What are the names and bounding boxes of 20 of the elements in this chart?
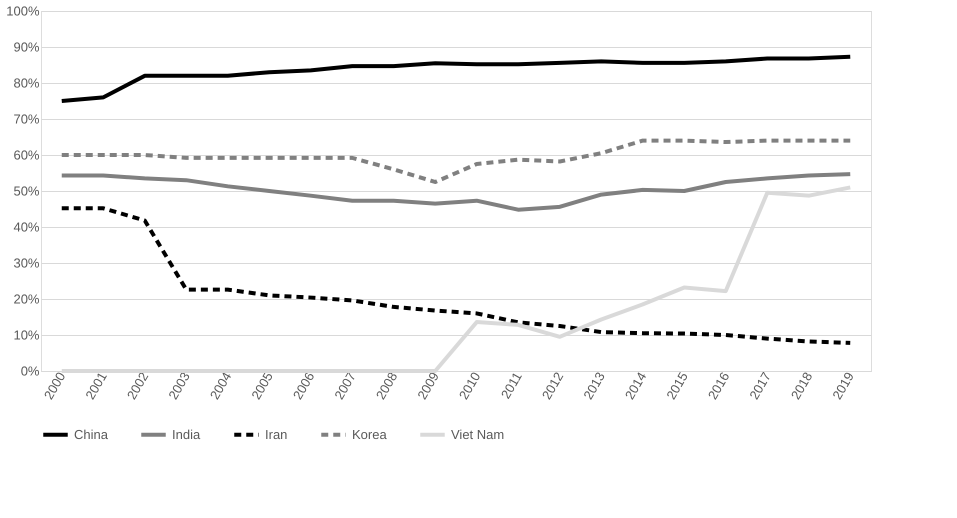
- line-series: [60, 206, 852, 345]
- y-tick-label: 0%: [20, 364, 40, 378]
- y-tick-label: 40%: [13, 220, 40, 234]
- line-series: [60, 172, 852, 212]
- legend-label: Korea: [352, 426, 388, 442]
- y-tick-label: 30%: [13, 256, 40, 270]
- y-tick-label: 90%: [13, 40, 40, 54]
- y-tick-label: 20%: [13, 292, 40, 306]
- legend-label: India: [172, 426, 201, 442]
- legend-label: Iran: [265, 426, 288, 442]
- y-tick-label: 100%: [6, 4, 40, 18]
- legend-label: Viet Nam: [451, 426, 504, 442]
- y-tick-label: 10%: [13, 328, 40, 342]
- legend-label: China: [74, 426, 109, 442]
- y-tick-label: 50%: [13, 184, 40, 198]
- y-tick-label: 60%: [13, 148, 40, 162]
- line-series: [60, 138, 852, 184]
- y-tick-label: 70%: [13, 112, 40, 126]
- y-tick-label: 80%: [13, 76, 40, 90]
- line-series: [60, 54, 852, 103]
